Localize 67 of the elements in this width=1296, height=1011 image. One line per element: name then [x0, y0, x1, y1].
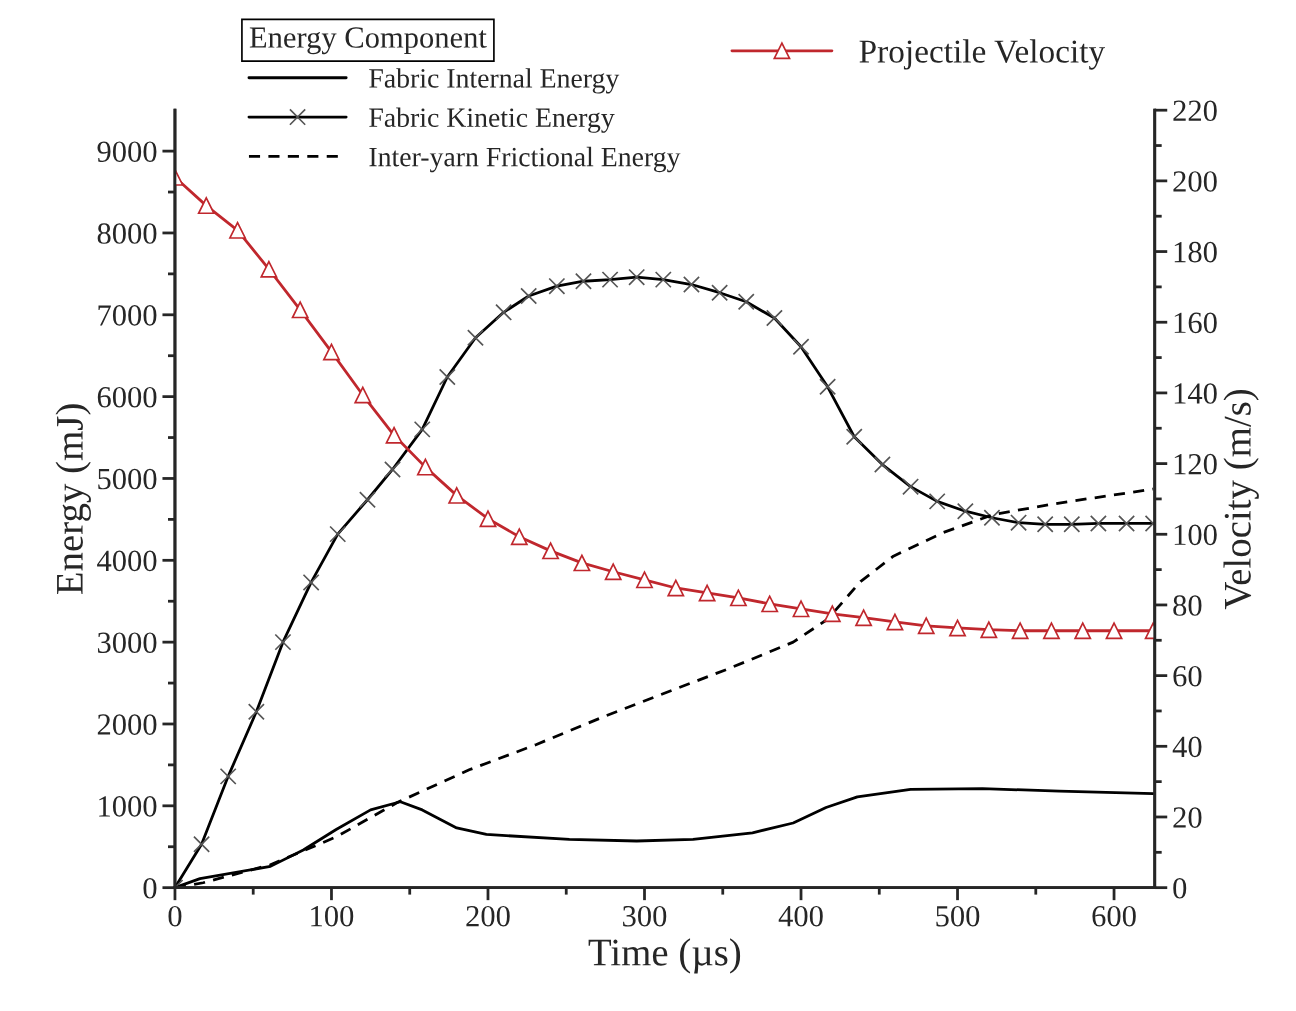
y-tick-label: 0	[143, 877, 157, 899]
y-tick-label: 9000	[97, 141, 157, 163]
y2-tick-label: 140	[1174, 383, 1217, 404]
y2-tick-label: 80	[1173, 595, 1202, 616]
point	[823, 605, 841, 623]
legend-label: Fabric Internal Energy	[369, 68, 620, 94]
point	[886, 613, 904, 631]
point	[636, 571, 653, 589]
point	[855, 609, 873, 627]
point	[698, 584, 716, 602]
point	[448, 486, 466, 504]
y2-tick-label: 60	[1173, 665, 1202, 687]
point	[761, 595, 779, 613]
y2-tick-label: 180	[1174, 241, 1217, 263]
x-tick-label: 100	[311, 905, 354, 927]
legend-label: Inter-yarn Frictional Energy	[369, 146, 681, 173]
y2-tick-label: 160	[1174, 312, 1217, 334]
point	[542, 542, 560, 560]
y2-tick-label: 0	[1173, 877, 1187, 899]
x-tick-label: 300	[623, 905, 667, 927]
point	[291, 301, 309, 319]
legend-label: Fabric Kinetic Energy	[369, 107, 615, 133]
y2-tick-label: 120	[1174, 453, 1217, 475]
y2-axis-title: Velocity (m/s)	[1223, 389, 1259, 610]
point	[322, 343, 340, 361]
x-tick-label: 500	[936, 905, 980, 927]
y-tick-label: 2000	[97, 714, 157, 735]
x-axis-title: Time (µs)	[588, 938, 741, 974]
point	[1011, 622, 1029, 640]
legend-title: Energy Component	[249, 27, 487, 55]
y-tick-label: 6000	[97, 386, 157, 408]
point	[917, 617, 935, 635]
y-tick-label: 3000	[97, 632, 157, 654]
point	[949, 619, 967, 637]
point	[573, 554, 591, 572]
point	[1105, 622, 1123, 640]
y-tick-label: 8000	[97, 223, 157, 244]
y2-tick-label: 100	[1174, 524, 1217, 546]
point	[729, 589, 747, 607]
y-axis-title: Energy (mJ)	[55, 404, 91, 595]
point	[385, 426, 403, 444]
x-tick-label: 400	[778, 905, 823, 927]
point	[667, 579, 685, 597]
y-tick-label: 5000	[98, 468, 157, 490]
point	[792, 600, 810, 618]
point	[980, 621, 998, 639]
y-tick-label: 4000	[97, 550, 157, 572]
point	[416, 458, 434, 476]
y2-tick-label: 40	[1172, 736, 1202, 758]
point	[604, 563, 622, 581]
legend-label: Projectile Velocity	[859, 39, 1106, 70]
y-tick-label: 7000	[98, 305, 157, 326]
x-tick-label: 600	[1092, 905, 1136, 927]
y2-tick-label: 20	[1173, 807, 1202, 828]
point	[354, 386, 372, 404]
point	[1074, 622, 1092, 640]
y2-tick-label: 220	[1173, 100, 1217, 122]
point	[260, 260, 278, 278]
y-tick-label: 1000	[99, 796, 157, 817]
point	[229, 221, 247, 239]
x-tick-label: 200	[466, 905, 510, 927]
point	[1042, 622, 1060, 640]
point	[479, 510, 497, 528]
point	[510, 528, 528, 546]
y2-tick-label: 200	[1173, 171, 1217, 192]
x-tick-label: 0	[168, 905, 182, 927]
point	[197, 197, 215, 215]
